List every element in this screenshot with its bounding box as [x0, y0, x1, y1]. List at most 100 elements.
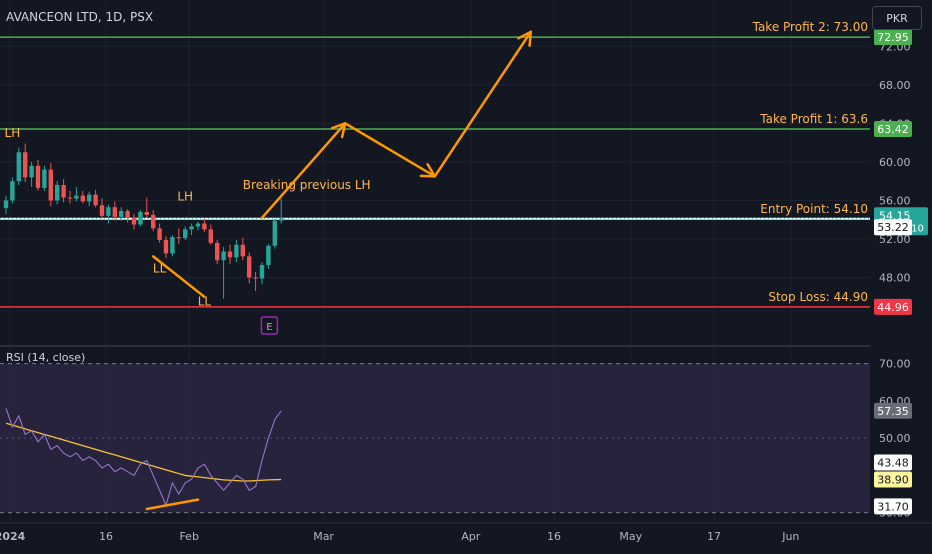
candle[interactable] — [170, 237, 175, 254]
candle[interactable] — [259, 265, 265, 279]
price-tick-label: 56.00 — [879, 194, 911, 207]
candle[interactable] — [106, 207, 111, 216]
candle[interactable] — [3, 200, 9, 209]
candle[interactable] — [279, 218, 284, 221]
price-axis[interactable]: 48.0052.0056.0060.0064.0068.0072.0030.00… — [870, 0, 932, 550]
price-tick-label: 60.00 — [879, 156, 911, 169]
candle[interactable] — [215, 242, 220, 261]
rsi-tick-label: 70.00 — [879, 358, 911, 371]
candle[interactable] — [87, 194, 92, 202]
candle[interactable] — [151, 214, 156, 229]
candle[interactable] — [189, 226, 194, 230]
time-tick-label: 16 — [547, 530, 561, 543]
arrow-head — [517, 30, 533, 47]
candle[interactable] — [240, 244, 245, 257]
level-value-tag-take-profit-2: 72.95 — [877, 31, 909, 44]
time-tick-label: Feb — [179, 530, 198, 543]
rsi-title: RSI (14, close) — [6, 351, 85, 364]
time-axis[interactable]: 2024 16 Feb Mar Apr 16 May 17 Jun — [0, 522, 932, 550]
time-axis-bg — [0, 523, 932, 550]
currency-label: PKR — [886, 12, 908, 25]
candle[interactable] — [10, 181, 15, 201]
level-label-stop-loss: Stop Loss: 44.90 — [768, 290, 868, 304]
candle[interactable] — [247, 256, 252, 278]
candle[interactable] — [234, 244, 239, 258]
rsi-value-tag: 57.35 — [877, 405, 909, 418]
rsi-aux-tag: 31.70 — [877, 500, 909, 513]
candle[interactable] — [125, 211, 130, 218]
rsi-trend-line[interactable] — [145, 498, 200, 511]
chart-header: AVANCEON LTD, 1D, PSX — [6, 10, 153, 24]
rsi-aux-tag-bg — [874, 498, 912, 515]
level-value-tag-stop-loss: 44.96 — [877, 301, 909, 314]
candle[interactable] — [16, 152, 21, 182]
candle[interactable] — [131, 217, 137, 225]
rsi-aux-tag: 43.48 — [877, 456, 909, 469]
projection-arrow[interactable] — [433, 30, 533, 178]
level-value-tag-stop-loss-bg — [874, 298, 912, 315]
rsi-aux-tag-bg — [874, 454, 912, 471]
candle[interactable] — [61, 185, 66, 198]
rsi-lines — [5, 408, 282, 511]
candle[interactable] — [163, 239, 169, 254]
candle[interactable] — [42, 169, 47, 188]
level-label-take-profit-1: Take Profit 1: 63.6 — [759, 112, 868, 126]
price-levels: Take Profit 2: 73.00 Take Profit 1: 63.6 E… — [0, 20, 870, 308]
candle[interactable] — [99, 205, 105, 216]
annotation-label[interactable]: Breaking previous LH — [243, 178, 371, 192]
annotation-label[interactable]: LH — [5, 126, 21, 140]
candle[interactable] — [29, 165, 34, 178]
earnings-marker-label: E — [266, 322, 272, 333]
candle[interactable] — [112, 207, 117, 217]
currency-button[interactable]: PKR — [872, 6, 922, 30]
candle[interactable] — [272, 220, 277, 246]
grid — [0, 0, 932, 522]
level-value-tag-take-profit-1-bg — [874, 120, 912, 137]
candle[interactable] — [138, 212, 143, 225]
time-tick-label: 16 — [99, 530, 113, 543]
candle[interactable] — [55, 185, 60, 201]
annotation-label[interactable]: LL — [198, 294, 212, 308]
time-tick-label: 2024 — [0, 530, 26, 543]
candle[interactable] — [266, 245, 271, 266]
chart-title: AVANCEON LTD, 1D, PSX — [6, 10, 153, 24]
candle[interactable] — [183, 229, 188, 239]
time-tick-label: May — [619, 530, 642, 543]
rsi-tick-label: 50.00 — [879, 432, 911, 445]
level-label-take-profit-2: Take Profit 2: 73.00 — [752, 20, 868, 34]
annotation-label[interactable]: LH — [177, 189, 193, 203]
candle[interactable] — [23, 152, 28, 178]
candle[interactable] — [35, 165, 41, 188]
projection-arrow[interactable] — [343, 122, 437, 178]
candle[interactable] — [157, 228, 162, 240]
candle[interactable] — [144, 212, 149, 215]
rsi-ma-line — [5, 422, 282, 482]
candle[interactable] — [176, 237, 181, 239]
level-value-tag-take-profit-2-bg — [874, 29, 912, 46]
projection-arrow[interactable] — [260, 122, 347, 220]
candle[interactable] — [208, 229, 213, 243]
low-price-tag: 53.22 — [877, 221, 909, 234]
rsi-panel: RSI (14, close) — [0, 351, 870, 514]
candle[interactable] — [93, 194, 98, 206]
price-tick-label: 52.00 — [879, 233, 911, 246]
candles[interactable] — [3, 143, 284, 299]
earnings-marker[interactable] — [260, 316, 279, 335]
candle[interactable] — [227, 251, 233, 258]
candle[interactable] — [67, 197, 73, 199]
candle[interactable] — [48, 169, 53, 201]
candle[interactable] — [74, 195, 79, 199]
level-value-tag-take-profit-1: 63.42 — [877, 123, 909, 136]
trend-line[interactable] — [151, 255, 206, 299]
candle[interactable] — [221, 251, 226, 261]
candle[interactable] — [195, 223, 201, 227]
candle[interactable] — [202, 223, 207, 230]
candle[interactable] — [80, 195, 85, 202]
candle[interactable] — [253, 277, 258, 279]
rsi-line — [5, 408, 282, 507]
rsi-ma-value-tag: 38.90 — [877, 474, 909, 487]
candle[interactable] — [119, 211, 124, 217]
